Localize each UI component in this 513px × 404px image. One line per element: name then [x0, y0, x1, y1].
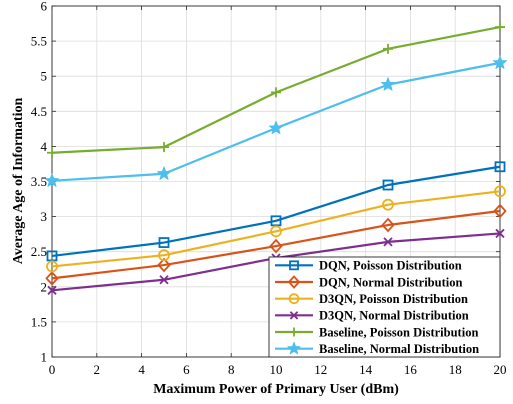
series-line: [51, 165, 501, 258]
data-point: [383, 237, 393, 247]
data-point: [492, 55, 508, 69]
x-tick-label: 16: [404, 362, 418, 377]
data-point: [383, 43, 393, 54]
data-point: [47, 147, 57, 158]
x-axis-label: Maximum Power of Primary User (dBm): [153, 382, 399, 397]
data-point: [158, 249, 170, 262]
x-tick-label: 14: [359, 362, 373, 377]
legend-entry: D3QN, Poisson Distribution: [275, 292, 468, 306]
y-tick-label: 1: [41, 350, 48, 365]
data-point: [495, 22, 505, 33]
legend-entry: D3QN, Normal Distribution: [275, 309, 469, 323]
data-point: [494, 185, 506, 198]
data-point: [46, 260, 58, 273]
x-tick-label: 12: [314, 362, 327, 377]
data-point: [159, 275, 169, 285]
data-point: [382, 179, 394, 191]
data-point: [268, 120, 284, 135]
y-tick-label: 2: [41, 279, 48, 294]
series-4: [47, 22, 505, 158]
data-point: [157, 257, 171, 273]
data-point: [382, 198, 394, 211]
series-2: [46, 185, 506, 273]
x-tick-label: 6: [183, 362, 190, 377]
data-point: [271, 87, 281, 98]
diamond-marker: [287, 275, 301, 289]
y-tick-label: 1.5: [31, 314, 47, 329]
data-point: [159, 142, 169, 153]
y-tick-label: 4.5: [31, 104, 47, 119]
x-tick-label: 0: [49, 362, 56, 377]
y-tick-label: 6: [41, 0, 48, 14]
x-tick-label: 8: [228, 362, 235, 377]
y-axis-label: Average Age of Information: [11, 98, 26, 265]
square-marker: [289, 260, 299, 271]
data-point: [156, 166, 172, 180]
star-marker: [287, 341, 301, 355]
series-1: [45, 203, 507, 286]
tick-labels: 0 2 4 6 8 10 12 14 16 18 20 1 1.5 2 2.5 3 3.5 4 4.5 5 5.5 6: [31, 0, 507, 377]
legend-entry: Baseline, Normal Distribution: [275, 341, 479, 356]
x-tick-label: 20: [494, 362, 507, 377]
data-point: [494, 161, 506, 173]
data-point: [270, 225, 282, 238]
x-tick-label: 2: [94, 362, 101, 377]
legend-entry: Baseline, Poisson Distribution: [275, 325, 478, 339]
x-tick-label: 10: [270, 362, 283, 377]
series-line: [51, 190, 501, 268]
data-point: [47, 285, 57, 295]
legend-entry: DQN, Normal Distribution: [275, 275, 462, 289]
data-point: [493, 203, 507, 219]
data-point: [158, 237, 170, 248]
data-point: [269, 238, 283, 254]
legend: DQN, Poisson Distribution DQN, Normal Dis…: [268, 256, 501, 358]
legend-box: [268, 256, 501, 358]
x-marker: [289, 311, 299, 320]
legend-label: Baseline, Poisson Distribution: [319, 325, 478, 339]
legend-label: DQN, Normal Distribution: [319, 275, 462, 289]
data-point: [45, 271, 59, 286]
plus-marker: [289, 327, 299, 337]
legend-label: D3QN, Poisson Distribution: [319, 292, 468, 306]
legend-entry: DQN, Poisson Distribution: [275, 259, 462, 273]
data-point: [380, 77, 396, 91]
series-5: [44, 55, 508, 187]
legend-label: Baseline, Normal Distribution: [319, 342, 479, 356]
x-tick-label: 18: [449, 362, 462, 377]
data-point: [270, 215, 282, 227]
legend-label: D3QN, Normal Distribution: [319, 309, 469, 323]
y-tick-label: 2.5: [31, 244, 47, 259]
legend-label: DQN, Poisson Distribution: [319, 259, 462, 273]
x-tick-label: 4: [138, 362, 145, 377]
series-0: [46, 161, 506, 262]
circle-marker: [288, 293, 300, 305]
y-tick-label: 4: [41, 139, 48, 154]
y-tick-label: 3.5: [31, 174, 47, 189]
y-tick-label: 5.5: [31, 34, 47, 49]
data-point: [46, 250, 58, 262]
y-tick-label: 5: [41, 69, 48, 84]
data-point: [44, 173, 60, 187]
data-point: [381, 217, 395, 233]
data-point: [495, 228, 505, 239]
y-tick-label: 3: [41, 209, 48, 224]
series-line: [51, 209, 501, 280]
